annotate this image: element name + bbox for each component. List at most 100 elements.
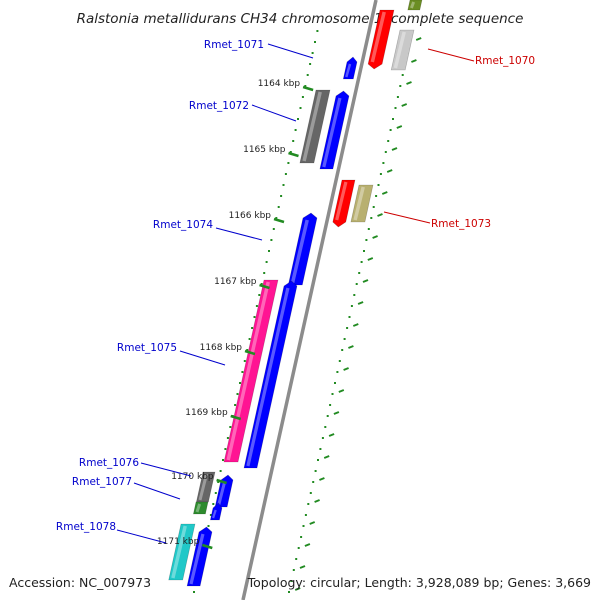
right-track-dash: [411, 59, 417, 63]
right-track-dash: [415, 37, 422, 41]
right-track-dash: [367, 257, 374, 261]
right-track-dash: [338, 389, 345, 393]
gene-label-rmet-1070[interactable]: Rmet_1070: [475, 55, 535, 67]
right-dot-track-dot: [377, 184, 380, 186]
left-dot-track-dot: [255, 305, 258, 307]
right-dot-track-dot: [288, 591, 290, 593]
right-dot-track-dot: [338, 360, 341, 362]
gene-label-rmet-1075[interactable]: Rmet_1075: [117, 342, 177, 354]
rmet-1077-misc-shade: [195, 503, 202, 513]
left-dot-track-dot: [309, 63, 312, 65]
rmet-1077-misc: [193, 501, 209, 515]
right-dot-track-dot: [336, 371, 339, 373]
right-dot-track-dot: [379, 173, 382, 175]
rmet-1077-cds: [210, 502, 223, 521]
right-track-dash: [304, 543, 311, 547]
left-dot-track-dot: [209, 514, 212, 516]
right-track-dash: [396, 125, 403, 129]
left-dot-track-dot: [268, 250, 270, 252]
left-dot-track-dot: [287, 162, 290, 164]
right-track-dash: [314, 499, 320, 503]
left-dot-track-dot: [292, 140, 295, 142]
left-dot-track-dot: [282, 184, 285, 186]
rmet-1070-cds: [390, 29, 415, 71]
gene-label-rmet-1071[interactable]: Rmet_1071: [204, 39, 264, 51]
left-dot-track-dot: [316, 30, 319, 32]
right-dot-track-dot: [350, 305, 353, 307]
gene-label-rmet-1072[interactable]: Rmet_1072: [189, 100, 249, 112]
gene-label-rmet-1076[interactable]: Rmet_1076: [79, 457, 139, 469]
right-dot-track-dot: [387, 140, 390, 142]
right-dot-track-dot: [304, 514, 307, 516]
gene-leader-line: [133, 482, 181, 500]
rmet-1070-ext: [407, 0, 423, 11]
backbone-track: [241, 0, 378, 600]
kbp-tick-label: 1169 kbp: [185, 408, 228, 418]
right-track-dash: [357, 301, 364, 305]
right-dot-track-dot: [329, 404, 332, 406]
right-dot-track-dot: [396, 96, 399, 98]
kbp-tick-mark: [230, 414, 242, 421]
left-dot-track-dot: [243, 360, 246, 362]
tick-dot-tracks: [193, 30, 422, 593]
right-dot-track-dot: [302, 525, 305, 527]
gene-label-rmet-1073[interactable]: Rmet_1073: [431, 218, 491, 230]
kbp-tick-label: 1167 kbp: [214, 277, 257, 287]
right-track-dash: [343, 367, 349, 371]
left-dot-track-dot: [219, 470, 222, 472]
right-dot-track-dot: [331, 393, 334, 395]
rmet-1072-cds: [319, 90, 350, 170]
left-dot-track-dot: [301, 96, 304, 98]
rmet-1073-cds-shade: [335, 181, 348, 221]
right-dot-track-dot: [399, 85, 402, 87]
rmet-1075-gene: [223, 279, 279, 463]
right-track-dash: [309, 521, 316, 525]
rmet-1074-cds: [287, 212, 318, 286]
left-dot-track-dot: [224, 448, 227, 450]
right-track-dash: [377, 213, 383, 217]
left-dot-track-dot: [270, 239, 273, 241]
rmet-1076-gene: [196, 471, 216, 503]
right-dot-track-dot: [341, 349, 344, 351]
kbp-tick-label: 1166 kbp: [229, 211, 272, 221]
kbp-tick-mark: [273, 217, 285, 224]
right-dot-track-dot: [348, 316, 351, 318]
right-dot-track-dot: [375, 195, 378, 197]
left-dot-track-dot: [260, 283, 263, 285]
topology-text: Topology: circular; Length: 3,928,089 bp…: [247, 575, 591, 590]
left-dot-track-dot: [277, 206, 280, 208]
kbp-tick-label: 1170 kbp: [171, 472, 214, 482]
right-track-dash: [372, 235, 378, 239]
right-dot-track-dot: [382, 162, 385, 164]
gene-label-rmet-1077[interactable]: Rmet_1077: [72, 476, 132, 488]
right-dot-track-dot: [363, 250, 365, 252]
right-dot-track-dot: [355, 283, 358, 285]
gene-leader-line: [215, 227, 263, 241]
right-track-dash: [362, 279, 369, 283]
rmet-1078-cds: [186, 526, 213, 587]
gene-label-rmet-1078[interactable]: Rmet_1078: [56, 521, 116, 533]
left-dot-track-dot: [248, 338, 251, 340]
left-dot-track-dot: [253, 316, 256, 318]
feature-track: [168, 0, 423, 587]
map-title: Ralstonia metallidurans CH34 chromosome …: [77, 11, 524, 27]
left-dot-track-dot: [214, 492, 217, 494]
rmet-1077-cds-shade: [212, 509, 217, 519]
rmet-1075-gene-shade: [226, 281, 270, 461]
right-dot-track-dot: [358, 272, 361, 274]
gene-leader-line: [116, 529, 167, 544]
rmet-1072-cds-shade: [322, 97, 342, 168]
left-dot-track-dot: [217, 481, 220, 483]
gene-label-rmet-1074[interactable]: Rmet_1074: [153, 219, 213, 231]
kbp-tick-label: 1164 kbp: [258, 79, 301, 89]
right-dot-track-dot: [292, 569, 295, 571]
right-dot-track-dot: [297, 547, 300, 549]
left-dot-track-dot: [251, 327, 254, 329]
kbp-tick-label: 1168 kbp: [200, 343, 243, 353]
left-dot-track-dot: [212, 503, 215, 505]
kbp-tick-label: 1171 kbp: [157, 537, 200, 547]
right-dot-track-dot: [394, 107, 397, 109]
left-dot-track-dot: [314, 41, 316, 43]
left-dot-track-dot: [234, 404, 237, 406]
kbp-tick-mark: [302, 85, 314, 92]
